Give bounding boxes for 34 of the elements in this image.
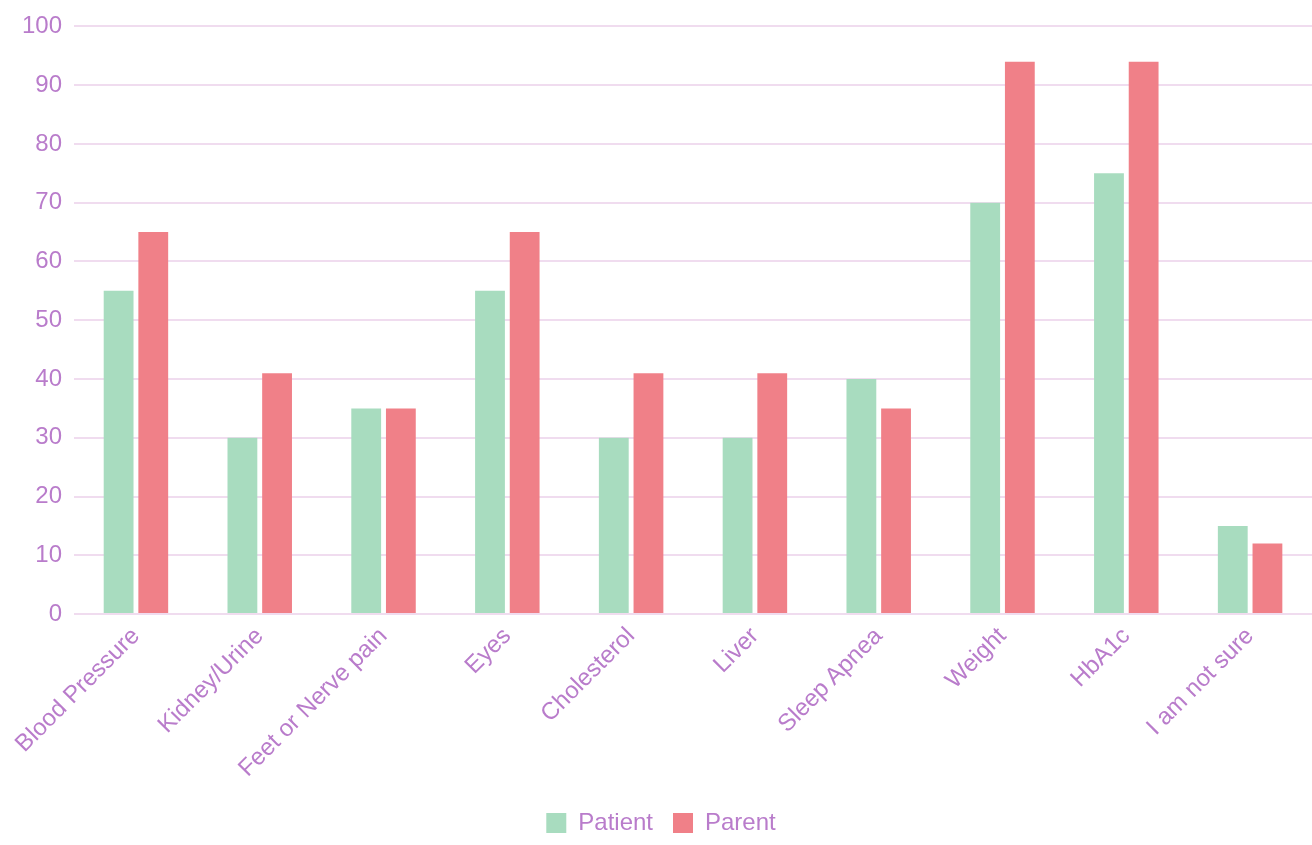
- y-tick-label: 70: [35, 187, 63, 215]
- bar: [881, 408, 911, 614]
- legend-label: Parent: [705, 807, 777, 835]
- bar: [633, 373, 664, 614]
- y-tick-label: 20: [35, 481, 63, 509]
- y-tick-label: 100: [22, 11, 63, 39]
- bar: [1128, 61, 1159, 614]
- bar: [509, 232, 540, 614]
- bar: [1004, 61, 1035, 614]
- bar: [846, 379, 877, 614]
- bar: [970, 202, 1001, 614]
- bar: [475, 290, 505, 614]
- bar: [1252, 543, 1283, 614]
- y-tick-label: 30: [35, 422, 63, 450]
- y-tick-label: 90: [35, 69, 63, 97]
- legend-label: Patient: [578, 807, 654, 835]
- x-tick-label: I am not sure: [1140, 621, 1259, 740]
- bar: [138, 232, 169, 614]
- bar: [598, 437, 629, 614]
- bar: [227, 437, 258, 614]
- y-tick-label: 0: [48, 598, 63, 626]
- y-tick-label: 60: [35, 246, 63, 274]
- bar: [722, 437, 753, 614]
- bar: [351, 408, 382, 614]
- bar: [757, 373, 788, 614]
- bar: [385, 408, 416, 614]
- y-tick-label: 40: [35, 363, 63, 391]
- y-tick-label: 10: [35, 539, 63, 567]
- y-tick-label: 50: [35, 304, 63, 332]
- bar: [262, 373, 292, 614]
- bar: [103, 290, 134, 614]
- y-tick-label: 80: [35, 128, 63, 156]
- bar: [1217, 525, 1248, 614]
- bar: [1094, 173, 1124, 614]
